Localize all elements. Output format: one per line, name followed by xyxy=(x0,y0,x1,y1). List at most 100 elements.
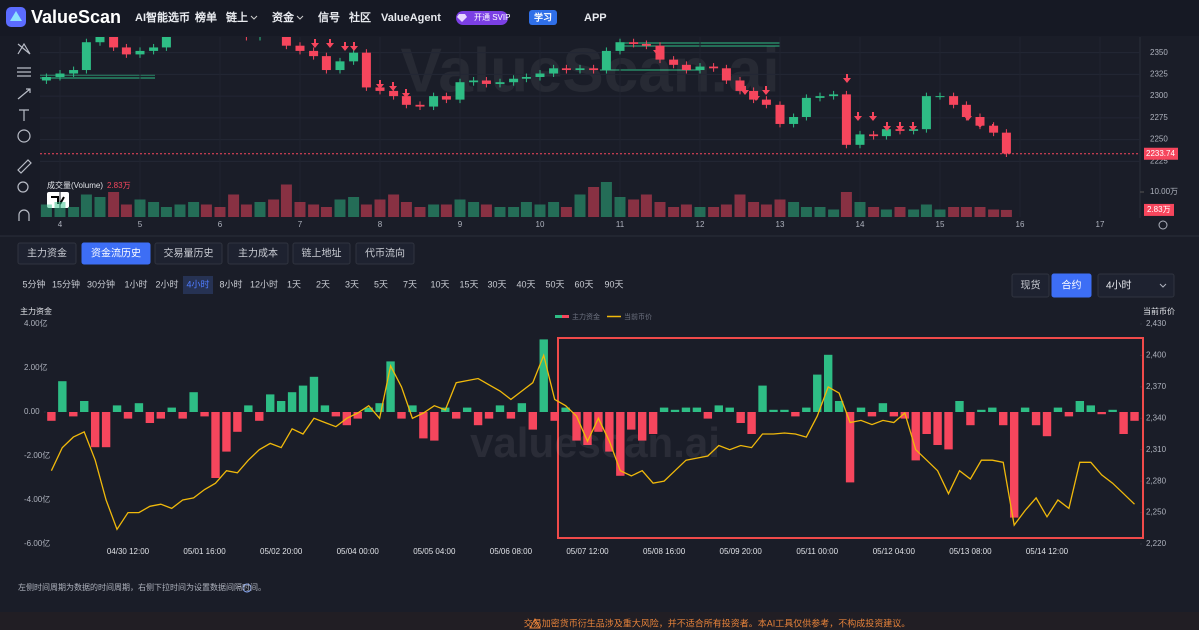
interval[interactable]: 30分钟 xyxy=(87,278,115,289)
interval[interactable]: 3天 xyxy=(345,279,359,289)
interval[interactable]: 2天 xyxy=(316,279,330,289)
market-label[interactable]: 现货 xyxy=(1021,279,1041,292)
bar xyxy=(1130,412,1139,421)
bar xyxy=(802,407,811,412)
interval[interactable]: 5天 xyxy=(374,279,388,289)
footer-bar xyxy=(0,612,1199,630)
market-button[interactable] xyxy=(1011,273,1050,298)
volume-bar xyxy=(548,202,560,217)
x-tick-label: 05/14 12:00 xyxy=(1026,547,1069,556)
tab-label[interactable]: 链上地址 xyxy=(302,247,342,260)
bar xyxy=(1020,407,1030,412)
info-icon[interactable] xyxy=(242,583,252,593)
interval[interactable]: 15天 xyxy=(459,279,478,289)
nav-item[interactable]: 榜单 xyxy=(195,10,217,24)
learn-badge[interactable] xyxy=(529,10,557,25)
svip-text[interactable]: 开通 SVIP xyxy=(474,12,510,22)
tab-label[interactable]: 交易量历史 xyxy=(164,247,214,260)
learn-text[interactable]: 学习 xyxy=(534,11,552,22)
nav-app[interactable]: APP xyxy=(584,12,607,24)
tool-icon[interactable] xyxy=(19,109,29,121)
interval[interactable]: 60天 xyxy=(574,279,593,289)
interval[interactable]: 8小时 xyxy=(219,278,242,289)
interval[interactable]: 10天 xyxy=(430,279,449,289)
interval[interactable]: 7天 xyxy=(403,279,417,289)
tool-icon[interactable] xyxy=(17,88,31,100)
tab[interactable] xyxy=(81,242,151,265)
volume-bar xyxy=(628,199,640,217)
tool-icon[interactable] xyxy=(18,209,30,221)
tool-icon[interactable] xyxy=(17,181,29,193)
market-label[interactable]: 合约 xyxy=(1062,279,1082,292)
signal-arrow xyxy=(389,82,397,91)
interval[interactable]: 50天 xyxy=(545,279,564,289)
bar xyxy=(1075,401,1085,412)
y2-axis-title: 当前币价 xyxy=(1143,306,1175,316)
bar xyxy=(397,412,406,419)
y-tick-label: 2350 xyxy=(1150,48,1168,57)
volume-bar xyxy=(440,204,452,217)
bar xyxy=(637,412,647,441)
interval-select-value[interactable]: 4小时 xyxy=(1106,280,1132,292)
nav-item[interactable]: AI智能选币 xyxy=(135,10,190,24)
nav-item[interactable]: 资金 xyxy=(272,10,295,24)
tool-icon[interactable] xyxy=(17,159,32,174)
interval[interactable]: 2小时 xyxy=(155,278,178,289)
volume-bar xyxy=(348,197,360,217)
tab[interactable] xyxy=(227,242,289,265)
tool-icon[interactable] xyxy=(17,42,31,55)
interval[interactable]: 40天 xyxy=(516,279,535,289)
volume-bar xyxy=(654,202,666,217)
logo-mark xyxy=(10,11,22,21)
tab[interactable] xyxy=(154,242,223,265)
x-tick-label: 05/07 12:00 xyxy=(566,547,609,556)
interval[interactable]: 15分钟 xyxy=(52,278,80,289)
tab[interactable] xyxy=(292,242,351,265)
tab[interactable] xyxy=(355,242,415,265)
interval[interactable]: 1天 xyxy=(287,279,301,289)
tool-icon[interactable] xyxy=(17,129,31,143)
tab-label[interactable]: 代币流向 xyxy=(365,247,405,260)
volume-bar xyxy=(214,207,226,217)
interval[interactable]: 4小时 xyxy=(186,278,209,289)
signal-arrow xyxy=(311,39,319,48)
bar xyxy=(933,412,942,445)
tab-label[interactable]: 主力成本 xyxy=(238,247,278,260)
volume-bar xyxy=(134,199,146,217)
logo-text[interactable]: ValueScan xyxy=(31,7,121,27)
candle-body xyxy=(309,50,319,57)
interval[interactable]: 5分钟 xyxy=(22,278,45,289)
y-tick-label: 2225 xyxy=(1150,156,1168,165)
volume-bar xyxy=(334,199,346,217)
market-button[interactable] xyxy=(1051,273,1092,298)
volume-bar xyxy=(1000,209,1012,217)
candle-body xyxy=(829,94,839,97)
nav-item[interactable]: 信号 xyxy=(318,10,340,24)
bar xyxy=(309,376,319,412)
volume-bar xyxy=(508,207,520,217)
bar xyxy=(244,405,253,412)
candle-body xyxy=(1001,132,1011,154)
tab-label[interactable]: 主力资金 xyxy=(27,247,67,260)
volume-bar xyxy=(454,199,466,217)
candle-body xyxy=(495,82,505,84)
tool-icon[interactable] xyxy=(17,67,31,77)
interval[interactable]: 1小时 xyxy=(124,278,147,289)
tab[interactable] xyxy=(17,242,77,265)
interval-select[interactable] xyxy=(1097,273,1175,298)
nav-item[interactable]: 链上 xyxy=(226,10,248,24)
legend-swatch xyxy=(562,315,569,318)
bar xyxy=(506,412,516,419)
nav-item[interactable]: ValueAgent xyxy=(381,12,441,24)
svip-badge[interactable] xyxy=(456,11,508,25)
settings-icon[interactable] xyxy=(1158,220,1168,230)
interval[interactable]: 90天 xyxy=(604,279,623,289)
bar xyxy=(627,412,636,430)
candle-body xyxy=(615,42,625,51)
volume-bar xyxy=(480,204,492,217)
interval[interactable]: 12小时 xyxy=(250,278,278,289)
volume-bar xyxy=(400,202,412,217)
tab-label[interactable]: 资金流历史 xyxy=(91,247,141,260)
interval[interactable]: 30天 xyxy=(487,279,506,289)
nav-item[interactable]: 社区 xyxy=(348,10,371,24)
